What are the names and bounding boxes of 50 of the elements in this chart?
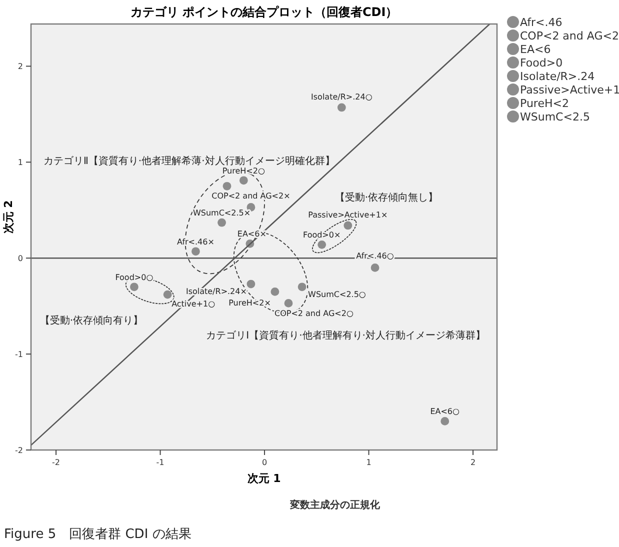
y-tick-label: 0 [18,254,23,264]
y-axis-title: 次元 2 [2,200,15,234]
x-axis-title: 次元 1 [247,472,281,485]
legend-label: Afr<.46 [520,16,562,29]
annotation: Isolate/R>.24○ [311,92,372,102]
annotation: カテゴリⅠ【資質有り·他者理解有り·対人行動イメージ希薄群】 [206,330,486,342]
annotation: COP<2 and AG<2○ [274,309,354,318]
y-tick-label: 1 [18,158,23,168]
annotation: Food>0○ [115,272,154,282]
annotation: カテゴリⅡ【資質有り·他者理解希薄·対人行動イメージ明確化群】 [44,155,335,168]
annotation: PureH<2× [228,298,271,308]
legend-label: COP<2 and AG<2 [520,30,619,42]
annotation: WSumC<2.5× [192,208,251,218]
annotation: Afr<.46× [177,237,214,246]
point [344,221,352,230]
annotation: EA<6○ [430,407,460,416]
legend-label: PureH<2 [520,97,569,110]
x-tick-label: -1 [156,458,164,467]
point [337,103,346,112]
legend-label: WSumC<2.5 [520,110,590,124]
annotation: COP<2 and AG<2× [212,191,290,200]
y-tick-label: -2 [15,446,23,455]
point [270,287,280,296]
point [163,290,172,299]
point [318,240,326,249]
legend-label: Food>0 [520,56,563,70]
point [370,264,380,272]
point [298,282,306,292]
annotation: Passive>Active+1× [308,210,388,220]
annotation: WSumC<2.5○ [308,290,366,299]
annotation: PureH<2○ [222,166,265,176]
y-tick-label: 2 [18,62,23,72]
y-tick-label: -1 [15,350,23,360]
legend-label: Isolate/R>.24 [520,70,595,83]
legend-label: EA<6 [520,43,551,56]
point [440,417,450,426]
annotation: 【受動·依存傾向有り】 [40,314,144,326]
point [130,282,138,292]
text: 変数主成分の正規化 [289,499,381,511]
point [246,280,256,288]
legend-label: Passive>Active+1 [520,84,619,96]
chart-title: カテゴリ ポイントの結合プロット（回復者CDI） [130,5,398,19]
x-tick-label: 0 [262,458,268,467]
x-tick-label: 2 [470,458,476,467]
annotation: Food>0× [303,230,341,240]
point [284,299,293,308]
annotation: 【受動·依存傾向無し】 [334,192,438,204]
x-tick-label: 1 [366,458,372,467]
x-tick-label: -2 [52,458,60,467]
caption: Figure 5 回復者群 CDI の結果 [4,527,192,542]
